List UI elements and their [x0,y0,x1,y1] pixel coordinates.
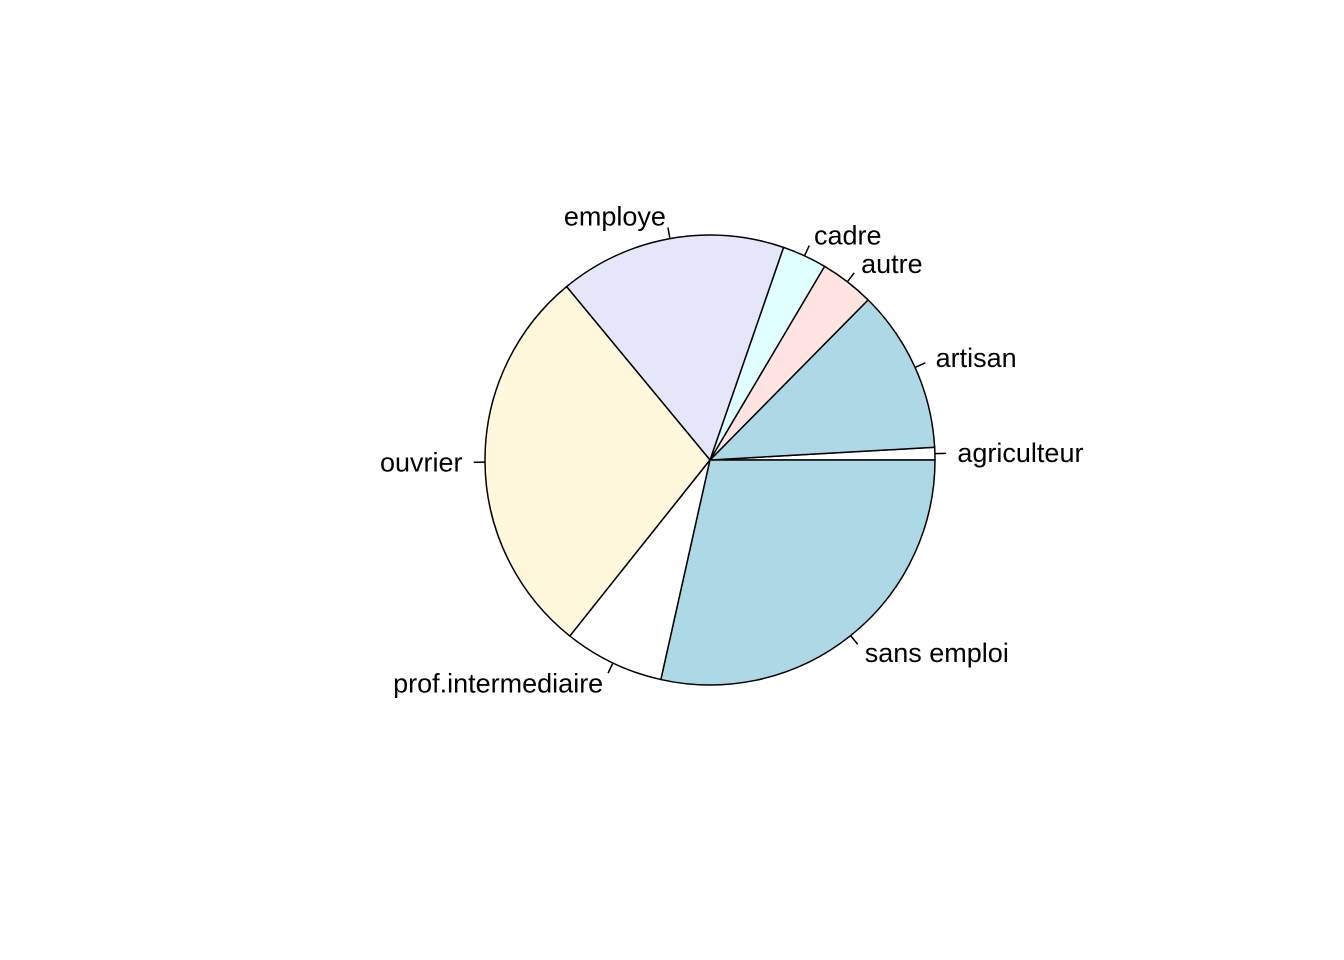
pie-label-ouvrier: ouvrier [380,447,463,477]
pie-label-artisan: artisan [936,343,1017,373]
pie-label-cadre: cadre [814,220,882,250]
pie-slice-employe [565,234,785,461]
pie-label-employe: employe [564,201,666,231]
pie-slice-sans-emploi [660,459,936,686]
pie-label-autre: autre [861,249,923,279]
pie-slice-prof-intermediaire [569,459,711,681]
pie-leader-lines [473,227,947,674]
pie-slice-artisan [709,299,936,461]
pie-label-agriculteur: agriculteur [957,438,1083,468]
leader-line-autre [846,272,855,283]
leader-line-cadre [803,245,810,257]
pie-label-sans-emploi: sans emploi [865,638,1009,668]
leader-line-prof-intermediaire [607,662,614,674]
leader-line-sans-emploi [850,635,859,645]
pie-label-prof-intermediaire: prof.intermediaire [393,668,603,698]
leader-line-artisan [914,362,926,369]
leader-line-employe [667,227,671,239]
pie-slices [484,234,936,686]
pie-slice-ouvrier [484,285,711,637]
